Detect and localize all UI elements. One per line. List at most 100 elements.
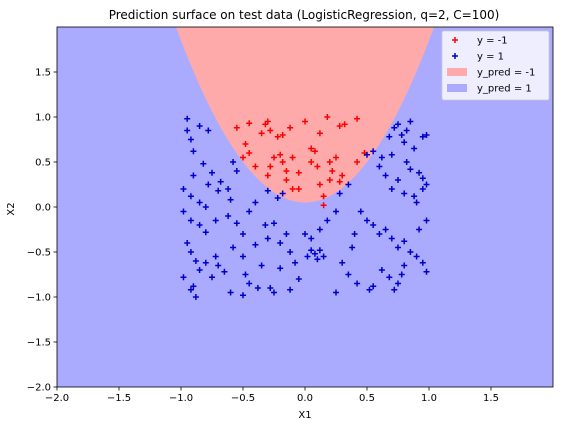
data-point xyxy=(336,123,343,129)
data-point xyxy=(354,159,361,165)
data-point xyxy=(401,238,408,245)
data-point xyxy=(190,148,197,155)
legend-label: y_pred = 1 xyxy=(477,84,532,95)
data-point xyxy=(413,199,420,206)
data-point xyxy=(264,235,271,242)
data-point xyxy=(252,199,259,206)
data-point xyxy=(302,118,308,125)
data-point xyxy=(233,220,240,227)
data-point xyxy=(357,208,364,215)
data-point xyxy=(349,244,356,251)
data-point xyxy=(391,124,398,131)
data-point xyxy=(212,253,219,260)
series-positive xyxy=(180,115,430,300)
data-point xyxy=(378,267,385,273)
data-point xyxy=(403,127,410,134)
data-point xyxy=(277,151,284,158)
data-point xyxy=(423,268,430,275)
data-point xyxy=(411,145,418,152)
x-tick-label: −1.5 xyxy=(107,393,131,404)
data-point xyxy=(233,124,240,131)
data-point xyxy=(225,213,232,219)
legend-swatch xyxy=(447,68,467,76)
data-point xyxy=(370,148,377,155)
data-point xyxy=(320,202,327,209)
series-negative xyxy=(233,114,368,209)
data-point xyxy=(423,181,430,188)
data-point xyxy=(267,163,274,170)
data-point xyxy=(411,193,418,200)
data-point xyxy=(423,132,430,138)
y-axis-label: X2 xyxy=(6,202,17,215)
x-tick-label: 1.5 xyxy=(483,393,499,404)
data-point xyxy=(419,175,426,182)
data-point xyxy=(279,132,286,138)
chart-title: Prediction surface on test data (Logisti… xyxy=(109,8,500,22)
legend: y = -1 y = 1 y_pred = -1 y_pred = 1 xyxy=(441,30,550,101)
data-point xyxy=(215,187,222,194)
data-point xyxy=(354,280,361,287)
data-point xyxy=(287,249,294,255)
data-point xyxy=(320,253,327,260)
data-point xyxy=(333,289,339,296)
data-point xyxy=(277,240,284,246)
data-point xyxy=(354,115,361,122)
y-tick-label: −1.5 xyxy=(27,338,51,349)
data-point xyxy=(227,196,234,203)
data-point xyxy=(225,186,232,192)
data-point xyxy=(382,226,389,233)
data-point xyxy=(271,154,277,161)
data-point xyxy=(187,193,194,200)
data-point xyxy=(314,163,321,170)
data-point xyxy=(264,118,271,125)
data-point xyxy=(395,121,401,128)
data-point xyxy=(308,235,315,242)
data-point xyxy=(209,274,215,281)
data-point xyxy=(279,190,286,197)
data-points xyxy=(180,114,430,300)
data-point xyxy=(395,244,401,251)
data-point xyxy=(370,283,377,290)
data-point xyxy=(401,190,408,197)
y-tick-label: −1.0 xyxy=(27,293,51,304)
legend-marker xyxy=(452,37,458,43)
data-point xyxy=(324,217,331,224)
data-point xyxy=(264,187,271,194)
data-point xyxy=(366,286,373,293)
data-point xyxy=(308,247,315,254)
data-point xyxy=(311,250,318,257)
data-point xyxy=(419,259,426,266)
data-point xyxy=(339,259,346,266)
data-point xyxy=(378,154,385,161)
data-point xyxy=(386,274,393,281)
data-point xyxy=(258,262,265,269)
data-point xyxy=(271,220,277,227)
data-point xyxy=(221,268,228,275)
x-tick-label: 0.0 xyxy=(297,393,313,404)
data-point xyxy=(202,204,209,210)
data-point xyxy=(246,120,253,127)
data-point xyxy=(287,286,294,293)
data-point xyxy=(287,124,294,131)
data-point xyxy=(316,247,323,254)
data-point xyxy=(336,178,343,185)
data-point xyxy=(240,253,246,260)
x-tick-label: −1.0 xyxy=(169,393,193,404)
data-point xyxy=(190,283,197,290)
data-point xyxy=(386,133,393,140)
data-point xyxy=(289,186,296,192)
data-point xyxy=(254,285,261,291)
data-point xyxy=(184,115,191,122)
y-tick-label: −0.5 xyxy=(27,248,51,259)
data-point xyxy=(388,186,395,192)
data-point xyxy=(345,271,352,278)
data-point xyxy=(252,241,259,248)
data-point xyxy=(187,286,194,293)
data-point xyxy=(283,231,290,237)
data-point xyxy=(376,163,383,170)
x-axis: −2.0 −1.5 −1.0 −0.5 0.0 0.5 1.0 1.5 xyxy=(45,387,499,404)
x-tick-label: 0.5 xyxy=(359,393,375,404)
data-point xyxy=(252,163,259,170)
data-point xyxy=(295,276,302,282)
data-point xyxy=(376,231,383,237)
